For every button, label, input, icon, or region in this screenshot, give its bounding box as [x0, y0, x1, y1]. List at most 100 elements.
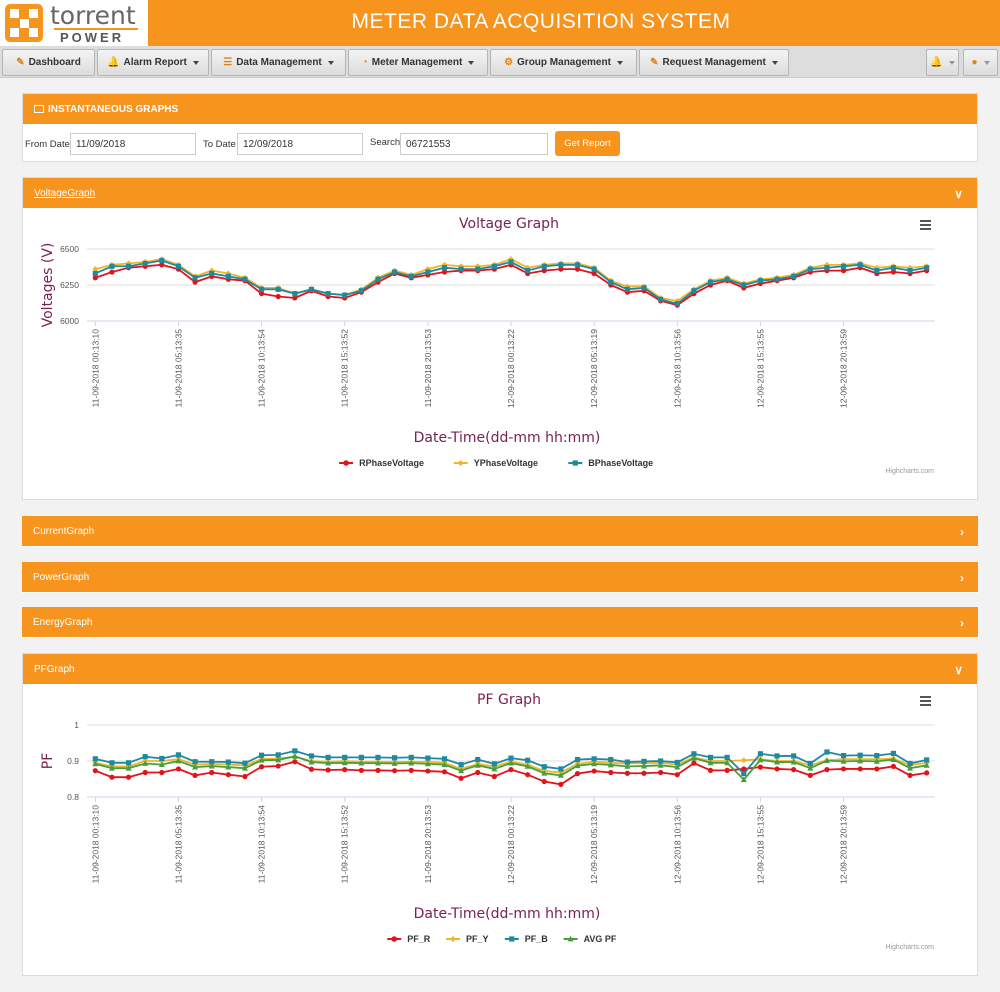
data-point[interactable]	[225, 772, 231, 778]
data-point[interactable]	[707, 754, 714, 760]
data-point[interactable]	[558, 781, 564, 787]
data-point[interactable]	[425, 269, 431, 275]
data-point[interactable]	[741, 771, 747, 777]
data-point[interactable]	[491, 761, 497, 767]
data-point[interactable]	[591, 768, 597, 774]
search-input[interactable]	[400, 133, 548, 155]
data-point[interactable]	[873, 758, 880, 764]
data-point[interactable]	[741, 282, 747, 288]
nav-group-management-button[interactable]: ⚙ Group Management	[490, 49, 637, 76]
data-point[interactable]	[558, 766, 564, 772]
nav-data-management-button[interactable]: ☰ Data Management	[211, 49, 346, 76]
data-point[interactable]	[724, 759, 731, 766]
chevron-right-icon[interactable]: ›	[960, 616, 964, 630]
data-point[interactable]	[757, 751, 764, 757]
data-point[interactable]	[491, 263, 497, 269]
data-point[interactable]	[774, 758, 781, 765]
data-point[interactable]	[342, 292, 348, 298]
data-point[interactable]	[242, 773, 248, 780]
data-point[interactable]	[375, 754, 381, 760]
data-point[interactable]	[358, 759, 365, 766]
data-point[interactable]	[674, 772, 680, 778]
data-point[interactable]	[192, 763, 199, 770]
power-graph-header[interactable]: PowerGraph ›	[22, 562, 978, 592]
data-point[interactable]	[624, 759, 630, 765]
data-point[interactable]	[707, 767, 714, 773]
data-point[interactable]	[857, 262, 863, 268]
data-point[interactable]	[790, 758, 797, 765]
data-point[interactable]	[258, 291, 265, 297]
data-point[interactable]	[175, 263, 182, 269]
data-point[interactable]	[192, 772, 198, 778]
data-point[interactable]	[308, 766, 315, 772]
data-point[interactable]	[740, 776, 747, 783]
chevron-down-icon[interactable]: ∨	[954, 187, 963, 201]
data-point[interactable]	[308, 758, 315, 765]
data-point[interactable]	[308, 753, 315, 759]
data-point[interactable]	[142, 260, 148, 266]
data-point[interactable]	[258, 764, 265, 770]
data-point[interactable]	[175, 766, 182, 772]
legend-item[interactable]: AVG PF	[563, 934, 617, 944]
data-point[interactable]	[574, 756, 581, 763]
data-point[interactable]	[907, 765, 914, 771]
data-point[interactable]	[125, 765, 132, 771]
data-point[interactable]	[907, 772, 913, 778]
data-point[interactable]	[857, 752, 863, 758]
chevron-down-icon[interactable]: ∨	[954, 663, 963, 677]
data-point[interactable]	[608, 756, 614, 763]
data-point[interactable]	[691, 751, 697, 757]
data-point[interactable]	[741, 766, 747, 772]
data-point[interactable]	[225, 763, 232, 770]
pf-graph-header[interactable]: PFGraph ∨	[23, 654, 977, 684]
data-point[interactable]	[525, 757, 531, 763]
data-point[interactable]	[541, 268, 547, 274]
data-point[interactable]	[275, 763, 281, 769]
data-point[interactable]	[907, 760, 913, 767]
data-point[interactable]	[807, 760, 813, 767]
data-point[interactable]	[175, 752, 182, 758]
data-point[interactable]	[608, 769, 614, 776]
data-point[interactable]	[358, 767, 364, 773]
energy-graph-header[interactable]: EnergyGraph ›	[22, 607, 978, 637]
data-point[interactable]	[392, 755, 398, 761]
data-point[interactable]	[458, 762, 464, 768]
data-point[interactable]	[890, 750, 897, 757]
data-point[interactable]	[441, 756, 448, 762]
data-point[interactable]	[109, 774, 115, 780]
data-point[interactable]	[325, 767, 331, 773]
chart-menu-icon[interactable]	[920, 696, 931, 706]
data-point[interactable]	[890, 265, 897, 271]
data-point[interactable]	[541, 770, 548, 776]
data-point[interactable]	[491, 765, 498, 772]
data-point[interactable]	[923, 762, 930, 768]
data-point[interactable]	[874, 766, 880, 772]
data-point[interactable]	[208, 762, 215, 769]
data-point[interactable]	[308, 286, 315, 292]
data-point[interactable]	[275, 286, 281, 292]
data-point[interactable]	[325, 754, 331, 760]
data-point[interactable]	[374, 759, 381, 766]
data-point[interactable]	[458, 767, 465, 774]
data-point[interactable]	[807, 765, 814, 771]
data-point[interactable]	[125, 774, 132, 780]
legend-item[interactable]: YPhaseVoltage	[453, 458, 538, 468]
data-point[interactable]	[508, 755, 514, 761]
chart-menu-icon[interactable]	[920, 220, 931, 230]
data-point[interactable]	[275, 756, 282, 763]
legend-item[interactable]: RPhaseVoltage	[339, 458, 424, 468]
data-point[interactable]	[242, 276, 248, 282]
user-menu-button[interactable]: ●	[963, 49, 998, 76]
data-point[interactable]	[691, 760, 697, 766]
data-point[interactable]	[92, 760, 99, 767]
data-point[interactable]	[707, 759, 714, 766]
data-point[interactable]	[874, 753, 880, 759]
data-point[interactable]	[92, 756, 98, 762]
data-point[interactable]	[92, 768, 98, 774]
data-point[interactable]	[624, 763, 631, 769]
chevron-right-icon[interactable]: ›	[960, 525, 964, 539]
data-point[interactable]	[241, 765, 248, 771]
data-point[interactable]	[840, 753, 847, 759]
data-point[interactable]	[175, 757, 182, 764]
data-point[interactable]	[392, 768, 398, 774]
